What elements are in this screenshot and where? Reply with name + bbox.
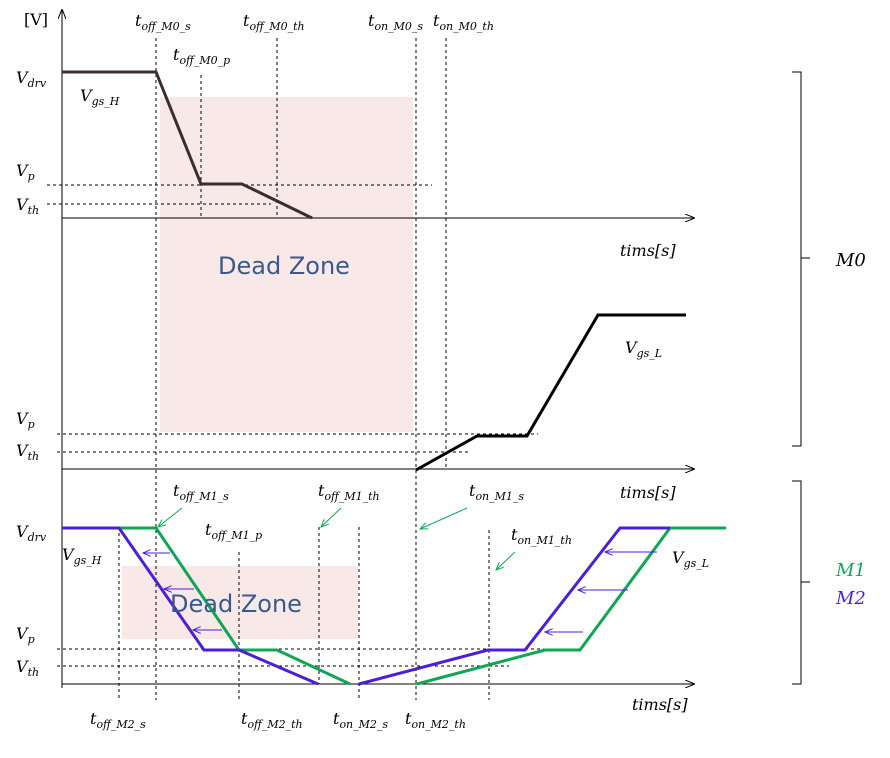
top-level-vth: Vth: [16, 195, 39, 217]
mid-level-vth: Vth: [16, 441, 39, 463]
time-label-on-m0-th: ton_M0_th: [433, 11, 494, 33]
bottom-level-vp: Vp: [16, 624, 35, 646]
time-label-off-m2-s: toff_M2_s: [90, 709, 146, 731]
mid-level-vp: Vp: [16, 409, 35, 431]
time-label-off-m2-th: toff_M2_th: [241, 709, 303, 731]
bottom-curve-vgs-l-label: Vgs_L: [672, 548, 709, 570]
top-curve-vgs-h-label: Vgs_H: [80, 86, 120, 108]
time-label-off-m0-s: toff_M0_s: [135, 11, 191, 33]
time-label-off-m1-p: toff_M1_p: [205, 520, 262, 542]
group-label-m0: M0: [835, 250, 866, 271]
group-label-m2: M2: [835, 588, 866, 609]
top-curve-vgs-l-label: Vgs_L: [625, 338, 662, 360]
green-pointer-arrows: [158, 507, 516, 570]
dead-zone-label-bottom: Dead Zone: [170, 590, 302, 618]
axes: [62, 10, 694, 688]
m0-vgs-h-curve: [62, 70, 313, 220]
dead-zone-bottom: [122, 566, 358, 639]
time-label-off-m1-th: toff_M1_th: [318, 481, 380, 503]
bottom-level-vth: Vth: [16, 657, 39, 679]
group-brackets: [792, 71, 810, 685]
time-label-on-m2-s: ton_M2_s: [333, 709, 388, 731]
time-axis-label-mid: tims[s]: [620, 483, 676, 502]
time-label-on-m1-s: ton_M1_s: [469, 481, 524, 503]
group-label-m1: M1: [835, 560, 866, 581]
time-label-on-m1-th: ton_M1_th: [511, 525, 572, 547]
time-label-on-m0-s: ton_M0_s: [368, 11, 423, 33]
m0-vgs-l-curve: [415, 313, 686, 472]
time-label-on-m2-th: ton_M2_th: [405, 709, 466, 731]
m1-curve-rising: [416, 526, 726, 686]
dead-zone-label-top: Dead Zone: [218, 252, 350, 280]
time-axis-label-top: tims[s]: [620, 241, 676, 260]
top-level-vdrv: Vdrv: [16, 68, 47, 90]
time-guides: [118, 38, 490, 700]
bottom-level-vdrv: Vdrv: [16, 522, 47, 544]
time-axis-label-bottom: tims[s]: [632, 695, 688, 714]
time-label-off-m0-th: toff_M0_th: [243, 11, 305, 33]
purple-shift-arrows: [143, 552, 657, 632]
time-label-off-m0-p: toff_M0_p: [173, 45, 230, 67]
top-level-vp: Vp: [16, 161, 35, 183]
bottom-curve-vgs-h-label: Vgs_H: [62, 545, 102, 567]
m2-curve-falling: [62, 526, 319, 686]
axis-unit-label: [V]: [24, 10, 48, 29]
time-label-off-m1-s: toff_M1_s: [173, 481, 229, 503]
dead-zone-top: [160, 97, 413, 432]
m2-curve-rising: [358, 526, 670, 686]
